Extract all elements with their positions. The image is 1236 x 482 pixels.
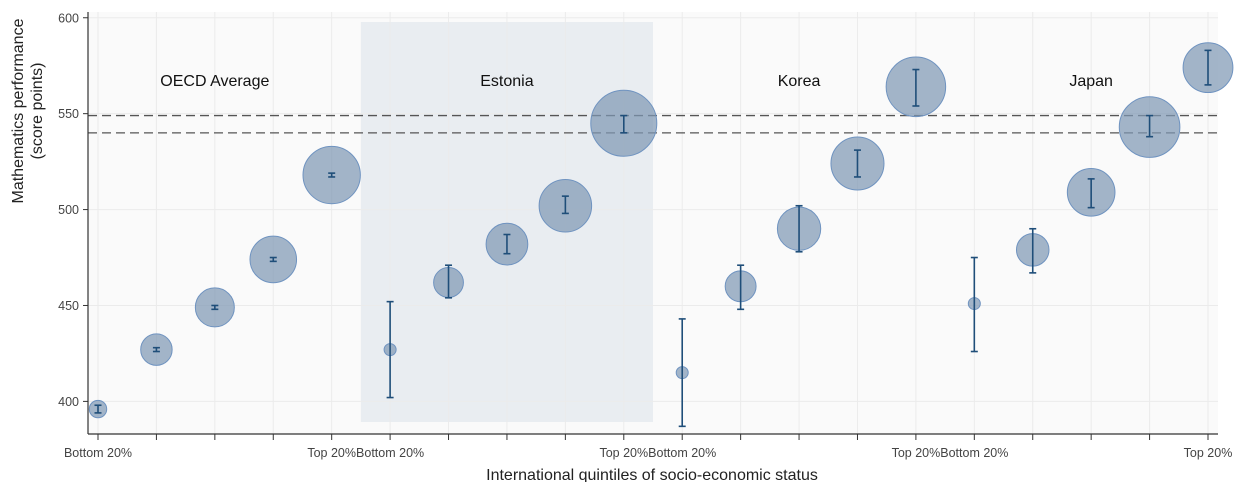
y-axis-title-line-1: Mathematics performance [10,18,27,203]
group-label: OECD Average [160,73,269,90]
gridlines [88,12,1218,434]
y-tick-label: 450 [58,299,79,313]
x-axis-title: International quintiles of socio-economi… [486,467,818,482]
x-tick-label: Top 20% [1184,446,1233,460]
group-label: Japan [1069,73,1113,90]
x-tick-label: Bottom 20% [648,446,716,460]
axes [83,12,1218,440]
chart-text: Mathematics performance (score points) I… [10,11,1232,482]
x-tick-label: Top 20% [599,446,648,460]
x-tick-label: Top 20% [307,446,356,460]
x-tick-label: Bottom 20% [356,446,424,460]
data-marks [88,42,1234,428]
x-tick-label: Bottom 20% [64,446,132,460]
y-tick-label: 400 [58,395,79,409]
x-tick-label: Top 20% [892,446,941,460]
group-label: Korea [778,73,821,90]
y-axis-title-line-2: (score points) [29,63,46,160]
y-tick-label: 500 [58,203,79,217]
y-tick-label: 550 [58,107,79,121]
y-tick-label: 600 [58,11,79,25]
group-label: Estonia [480,73,533,90]
x-tick-label: Bottom 20% [940,446,1008,460]
